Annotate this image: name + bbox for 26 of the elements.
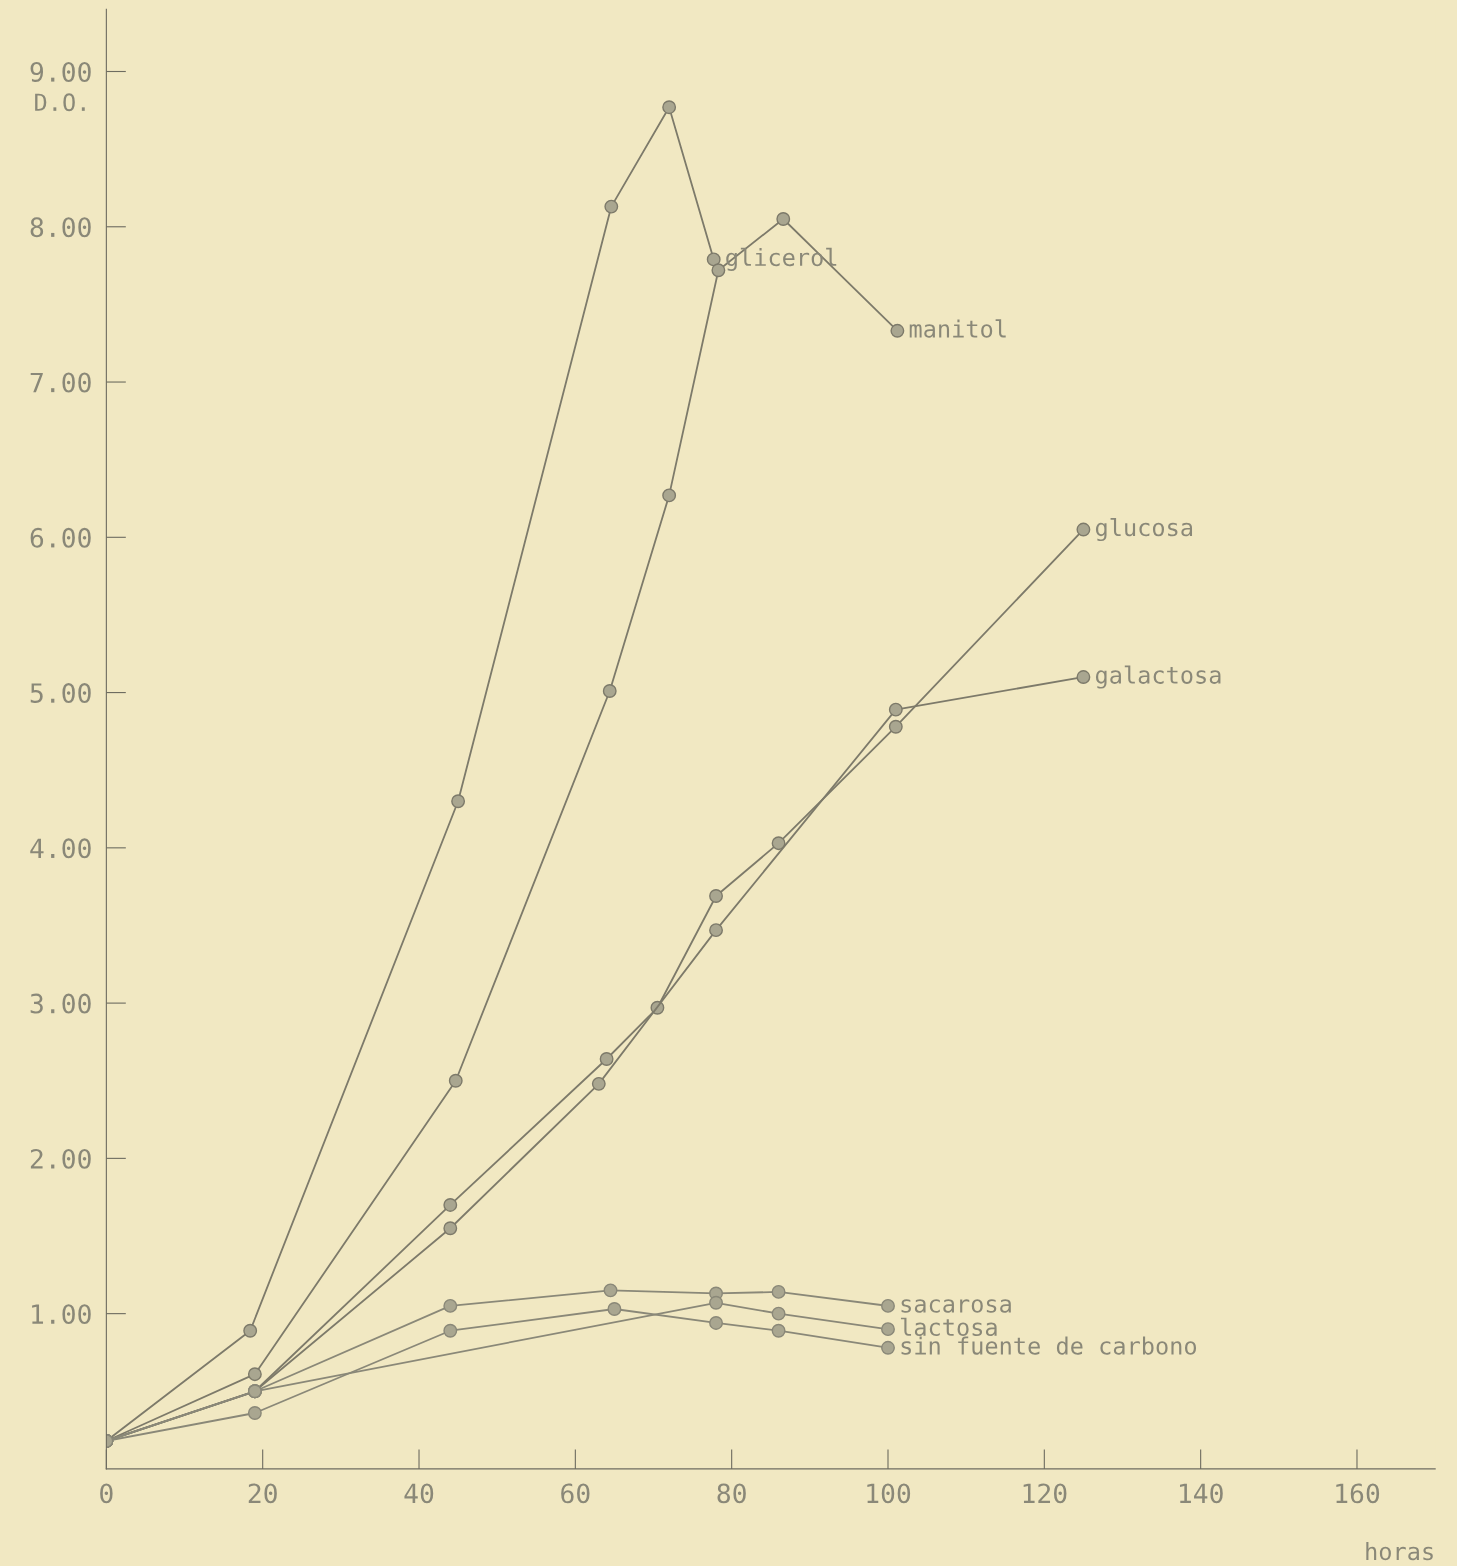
x-tick-label: 60 [561, 1483, 590, 1504]
y-tick-label: 9.00 [30, 62, 91, 82]
x-axis-title: horas [1366, 1542, 1433, 1561]
x-tick-label: 20 [248, 1483, 277, 1504]
series-label: glucosa [1095, 517, 1193, 542]
x-tick-label: 80 [717, 1483, 746, 1504]
x-tick-label: 0 [100, 1483, 113, 1504]
y-tick-label: 1.00 [32, 1304, 91, 1325]
y-tick-label: 2.00 [30, 1148, 91, 1169]
series-label: sin fuente de carbono [901, 1336, 1197, 1355]
series-label: galactosa [1095, 665, 1221, 689]
y-tick-label: 7.00 [30, 372, 91, 393]
y-tick-label: 3.00 [30, 993, 91, 1014]
series-label: lactosa [900, 1317, 997, 1337]
x-tick-label: 40 [404, 1483, 434, 1504]
series-label: sacarosa [901, 1299, 1011, 1313]
y-axis-title: D.O. [35, 93, 85, 112]
x-tick-label: 160 [1336, 1483, 1380, 1504]
x-tick-label: 100 [867, 1483, 911, 1504]
series-label: manitol [909, 319, 1006, 338]
x-tick-label: 120 [1023, 1483, 1067, 1504]
y-tick-label: 5.00 [30, 683, 91, 704]
y-tick-label: 6.00 [30, 527, 91, 548]
y-tick-label: 4.00 [30, 838, 91, 859]
x-tick-label: 140 [1179, 1483, 1223, 1504]
y-tick-label: 8.00 [30, 217, 91, 238]
